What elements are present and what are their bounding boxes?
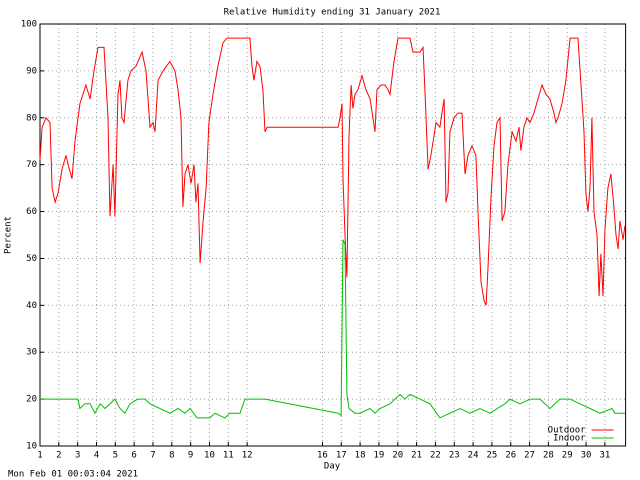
x-tick-label: 28 [543, 451, 554, 461]
x-tick-label: 24 [468, 451, 479, 461]
x-tick-label: 25 [486, 451, 497, 461]
x-tick-label: 23 [449, 451, 460, 461]
x-axis-label: Day [324, 462, 341, 472]
y-tick-label: 50 [26, 254, 37, 264]
y-tick-label: 10 [26, 442, 37, 452]
x-tick-label: 3 [75, 451, 80, 461]
x-tick-label: 22 [430, 451, 441, 461]
x-tick-label: 12 [242, 451, 253, 461]
data-line [39, 37, 626, 306]
x-tick-label: 7 [150, 451, 155, 461]
legend-label: Outdoor [548, 426, 587, 436]
chart-title: Relative Humidity ending 31 January 2021 [224, 8, 441, 18]
x-tick-label: 31 [599, 451, 610, 461]
x-tick-label: 10 [204, 451, 215, 461]
x-tick-label: 6 [131, 451, 136, 461]
data-line [40, 239, 625, 419]
y-tick-label: 90 [26, 66, 37, 76]
y-tick-label: 60 [26, 207, 37, 217]
x-tick-label: 20 [392, 451, 403, 461]
x-tick-label: 30 [581, 451, 592, 461]
x-tick-label: 2 [56, 451, 61, 461]
y-tick-label: 30 [26, 348, 37, 358]
x-tick-label: 11 [223, 451, 234, 461]
y-tick-label: 80 [26, 113, 37, 123]
y-tick-label: 100 [21, 20, 37, 30]
x-tick-label: 4 [94, 451, 99, 461]
plot-border [39, 23, 627, 447]
x-tick-label: 19 [374, 451, 385, 461]
x-tick-label: 26 [505, 451, 516, 461]
x-tick-label: 27 [524, 451, 535, 461]
x-tick-label: 9 [188, 451, 193, 461]
y-tick-label: 40 [26, 301, 37, 311]
x-tick-label: 29 [562, 451, 573, 461]
legend-label: Indoor [553, 434, 586, 444]
x-tick-label: 1 [37, 451, 42, 461]
timestamp: Mon Feb 01 00:03:04 2021 [8, 470, 138, 480]
x-tick-label: 8 [169, 451, 174, 461]
x-tick-label: 5 [113, 451, 118, 461]
y-tick-label: 70 [26, 160, 37, 170]
x-tick-label: 16 [317, 451, 328, 461]
y-tick-label: 20 [26, 395, 37, 405]
x-tick-label: 17 [336, 451, 347, 461]
x-tick-label: 21 [411, 451, 422, 461]
y-axis-label: Percent [4, 216, 14, 254]
x-tick-label: 18 [355, 451, 366, 461]
